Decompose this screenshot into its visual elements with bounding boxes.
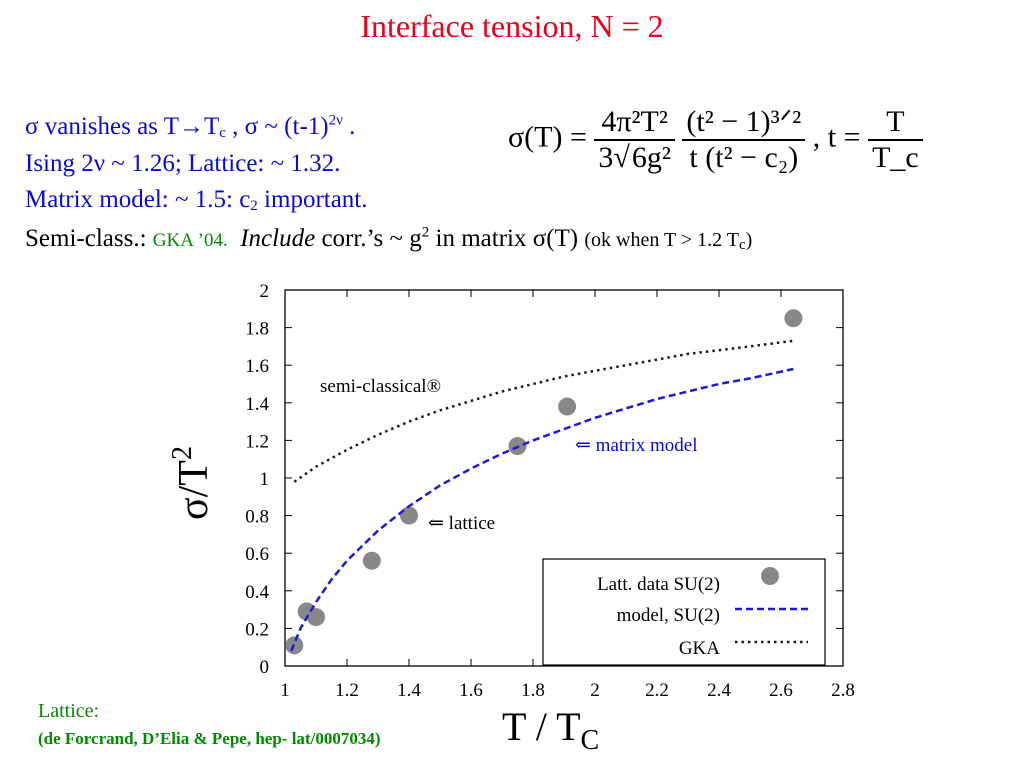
chart-legend: Latt. data SU(2) model, SU(2) GKA	[542, 558, 826, 666]
axis-labels: T / TC σ/T2	[167, 446, 599, 756]
bullet-line-2: Ising 2ν ~ 1.26; Lattice: ~ 1.32.	[25, 150, 341, 177]
line3-sub: 2	[250, 198, 258, 214]
line4-middle: corr.’s ~ g	[315, 225, 422, 252]
y-axis-label: σ/T2	[167, 446, 217, 520]
y-tick-label: 0.8	[245, 507, 269, 528]
line1-text-c: .	[342, 113, 356, 140]
bullet-line-1: σ vanishes as T→Tc , σ ~ (t-1)2ν .	[25, 113, 355, 141]
line4-include: Include	[240, 225, 316, 252]
line4-ok-a: (ok when T > 1.2 T	[584, 229, 739, 251]
gka-curve	[293, 339, 794, 483]
y-axis-label-main: σ/T	[171, 460, 217, 520]
formula-den-1-coef: 3	[598, 140, 614, 174]
x-tick-label: 2	[590, 680, 600, 701]
legend-entry-label: Latt. data SU(2)	[597, 574, 720, 595]
line4-prefix: Semi-class.:	[25, 225, 153, 252]
y-tick-label: 0.4	[245, 582, 269, 603]
line1-text-a: σ vanishes as T→T	[25, 113, 220, 140]
y-tick-label: 0.6	[245, 544, 269, 565]
bullet-line-4: Semi-class.: GKA ’04. Include corr.’s ~ …	[25, 225, 752, 253]
x-tick-label: 2.2	[645, 680, 669, 701]
formula-frac-1: 4π²T² 3√6g²	[594, 105, 675, 175]
x-tick-label: 2.8	[831, 680, 855, 701]
y-tick-label: 1.2	[245, 431, 269, 452]
x-axis-label-sub: C	[581, 725, 600, 756]
chart-annotations: semi-classical® ⇐ matrix model ⇐ lattice	[320, 376, 698, 534]
lattice-data-point	[400, 506, 418, 525]
line3-text-b: important.	[257, 186, 368, 213]
lattice-note-reference: (de Forcrand, D’Elia & Pepe, hep- lat/00…	[38, 729, 381, 748]
formula-den-3: T_c	[872, 140, 919, 174]
matrix-model-label: ⇐ matrix model	[575, 435, 698, 456]
x-axis-label: T / TC	[502, 704, 599, 756]
lattice-label: ⇐ lattice	[428, 513, 495, 534]
lattice-data-point	[784, 309, 803, 328]
gka-reference: GKA ’04.	[152, 230, 228, 251]
y-tick-label: 1.6	[245, 356, 269, 377]
chart-series	[285, 309, 803, 655]
x-tick-label: 2.4	[707, 680, 731, 701]
chart-axes: 1 1.2 1.4 1.6 1.8 2 2.2 2.4 2.6 2.8 0 0.2 0.4 0.6 0.8 1…	[245, 281, 855, 701]
lattice-note: Lattice: (de Forcrand, D’Elia & Pepe, he…	[38, 700, 380, 749]
line1-text-b: , σ ~ (t-1)	[225, 113, 329, 140]
legend-entry-label: GKA	[679, 638, 720, 659]
x-tick-label: 2.6	[769, 680, 793, 701]
model-curve	[290, 367, 794, 652]
formula-frac-2: (t² − 1)³ᐟ² t (t² − c₂)	[682, 104, 806, 175]
lattice-note-title: Lattice:	[38, 700, 100, 722]
legend-entry-label: model, SU(2)	[617, 605, 720, 626]
x-tick-label: 1.6	[459, 680, 483, 701]
line4-ok-sub: c	[738, 237, 746, 253]
lattice-data-point	[307, 608, 325, 627]
y-tick-label: 1.8	[245, 319, 269, 340]
formula-sep: , t =	[812, 120, 869, 154]
y-tick-label: 2	[260, 281, 270, 302]
y-tick-label: 0	[260, 657, 270, 678]
line1-sub: c	[219, 125, 226, 141]
x-tick-label: 1	[280, 680, 290, 701]
bullet-line-3: Matrix model: ~ 1.5: c2 important.	[25, 186, 368, 214]
lattice-data-point	[362, 551, 381, 570]
x-tick-label: 1.2	[335, 680, 359, 701]
formula-num-1: 4π²T²	[594, 105, 675, 141]
x-tick-label: 1.4	[397, 680, 421, 701]
formula-lhs: σ(T) =	[508, 120, 595, 154]
semi-classical-label: semi-classical®	[320, 376, 441, 397]
x-tick-label: 1.8	[521, 680, 545, 701]
sigma-formula: σ(T) = 4π²T² 3√6g² (t² − 1)³ᐟ² t (t² − c…	[508, 104, 923, 175]
y-axis-label-sup: 2	[167, 446, 198, 460]
line4-tail: in matrix σ(T)	[429, 225, 585, 252]
y-tick-label: 0.2	[245, 619, 269, 640]
y-tick-label: 1	[260, 469, 270, 490]
formula-den-2: t (t² − c₂)	[689, 141, 799, 174]
line4-sup: 2	[421, 224, 430, 241]
formula-den-1-root: 6g²	[629, 138, 671, 174]
x-axis-label-main: T / T	[502, 704, 581, 749]
lattice-data-point	[558, 397, 577, 416]
formula-frac-3: T T_c	[868, 105, 923, 175]
line1-sup: 2ν	[328, 112, 343, 129]
formula-num-3: T	[868, 105, 923, 141]
formula-num-2: (t² − 1)³ᐟ²	[682, 104, 806, 141]
formula-den-1: 3√6g²	[598, 138, 671, 174]
y-tick-label: 1.4	[245, 394, 269, 415]
legend-point-marker	[761, 567, 779, 585]
page-title: Interface tension, N = 2	[360, 8, 664, 44]
line3-text-a: Matrix model: ~ 1.5: c	[25, 186, 251, 213]
line4-ok-b: )	[745, 229, 753, 251]
